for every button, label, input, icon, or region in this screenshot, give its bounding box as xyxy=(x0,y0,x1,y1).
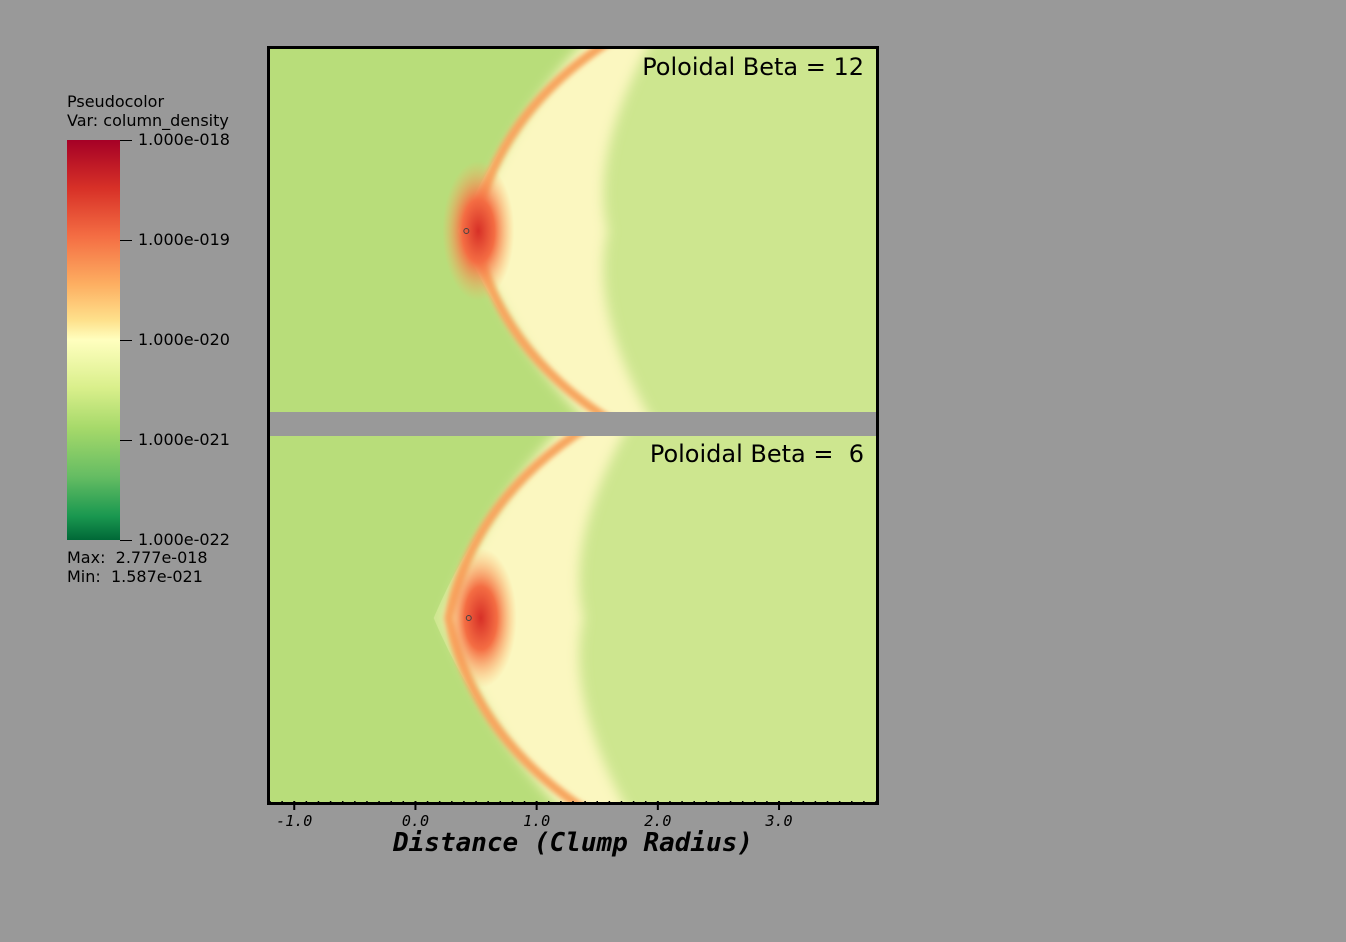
max-label: Max: 2.777e-018 xyxy=(67,548,208,567)
x-tick-label: 3.0 xyxy=(764,812,792,830)
colorbar xyxy=(67,140,120,540)
colorbar-tick-label: 1.000e-021 xyxy=(138,430,230,449)
clump-marker xyxy=(465,615,472,621)
clump-marker xyxy=(463,228,470,234)
dense-core xyxy=(442,161,515,301)
legend-title: Pseudocolor Var: column_density xyxy=(67,92,229,130)
dense-core xyxy=(444,548,517,688)
heatmap-beta-6 xyxy=(270,436,876,802)
panel-title-beta-12: Poloidal Beta = 12 xyxy=(642,53,864,81)
colorbar-tick xyxy=(120,340,132,341)
x-tick-label: 0.0 xyxy=(402,812,429,830)
x-tick-label: 1.0 xyxy=(523,812,550,830)
x-axis-label: Distance (Clump Radius) xyxy=(392,828,754,858)
colorbar-tick xyxy=(120,540,132,541)
colorbar-tick xyxy=(120,440,132,441)
x-tick-label: 2.0 xyxy=(644,812,671,830)
panel-beta-12: Poloidal Beta = 12 xyxy=(270,49,876,412)
colorbar-tick-label: 1.000e-018 xyxy=(138,130,230,149)
x-tick-label: -1.0 xyxy=(276,812,312,830)
colorbar-tick xyxy=(120,140,132,141)
colorbar-tick-label: 1.000e-019 xyxy=(138,230,230,249)
min-label: Min: 1.587e-021 xyxy=(67,567,203,586)
panel-title-beta-6: Poloidal Beta = 6 xyxy=(649,440,864,468)
plot-frame: Poloidal Beta = 12 Poloidal Beta = 6 xyxy=(267,46,879,805)
colorbar-tick-label: 1.000e-020 xyxy=(138,330,230,349)
colorbar-tick-label: 1.000e-022 xyxy=(138,530,230,549)
panel-beta-6: Poloidal Beta = 6 xyxy=(270,436,876,802)
heatmap-beta-12 xyxy=(270,49,876,412)
colorbar-tick xyxy=(120,240,132,241)
